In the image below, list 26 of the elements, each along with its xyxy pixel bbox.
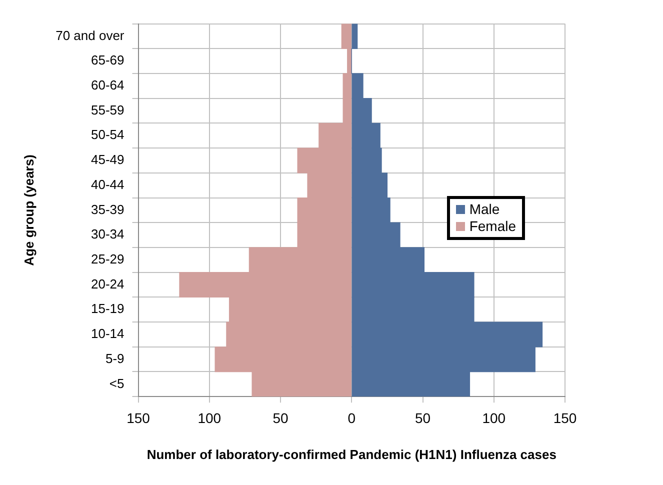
y-tick-label: 55-59 [91,102,124,118]
y-tick-label: <5 [109,376,124,391]
x-tick-label: 150 [126,410,150,426]
y-tick-label: 25-29 [91,251,124,266]
x-tick-label: 100 [482,410,506,426]
y-tick-label: 40-44 [91,176,124,192]
y-tick-label: 30-34 [91,226,124,242]
y-tick-label: 60-64 [91,78,124,93]
y-tick-label: 65-69 [91,52,124,68]
x-axis-title: Number of laboratory-confirmed Pandemic (H1N1) Influenza cases [146,446,556,462]
legend-label: Male [469,201,500,218]
y-tick-label: 15-19 [91,301,124,316]
x-tick-label: 50 [272,410,289,426]
y-tick-label: 5-9 [105,350,124,366]
x-tick-label: 0 [348,410,356,426]
x-tick-label: 100 [198,410,222,426]
y-tick-label: 20-24 [91,276,124,292]
x-tick-label: 50 [414,410,431,426]
y-tick-label: 50-54 [91,127,124,142]
legend-label: Female [469,218,516,235]
y-axis-title: Age group (years) [21,154,36,266]
x-tick-label: 150 [553,410,577,426]
y-tick-label: 70 and over [56,28,125,43]
y-tick-label: 10-14 [91,326,124,342]
y-tick-label: 35-39 [91,202,124,217]
y-tick-label: 45-49 [91,152,124,168]
